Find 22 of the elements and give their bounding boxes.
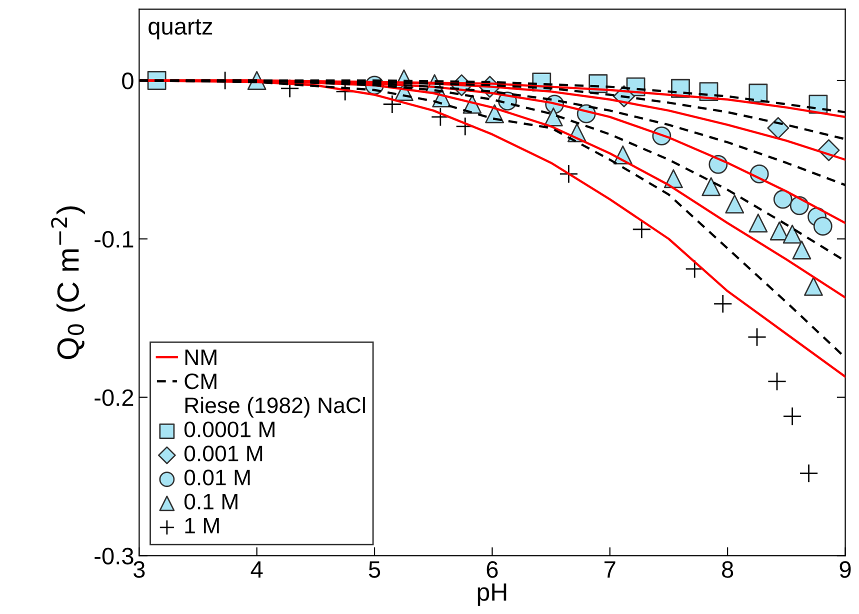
- y-tick-label: -0.3: [94, 548, 134, 564]
- legend-label: 1 M: [185, 518, 219, 534]
- y-axis-title: Q$_{0}$ (C m$^{−2}$): [51, 206, 85, 360]
- x-tick-label: 6: [486, 561, 498, 578]
- x-tick-label: 5: [368, 561, 380, 578]
- legend-label: CM: [184, 373, 216, 390]
- x-tick-label: 8: [722, 561, 734, 578]
- x-tick-label: 9: [840, 561, 851, 578]
- legend-label: 0.1 M: [184, 494, 238, 510]
- x-axis-title: pH: [478, 583, 506, 606]
- x-tick-label: 7: [604, 561, 616, 578]
- annotation: quartz: [148, 19, 212, 40]
- y-tick-label: 0: [122, 72, 134, 90]
- x-tick-label: 4: [250, 561, 263, 578]
- legend-label: NM: [185, 350, 216, 365]
- legend-label: 0.0001 M: [184, 422, 274, 438]
- y-tick-label: -0.2: [94, 389, 134, 406]
- legend-label: 0.01 M: [184, 470, 250, 486]
- y-tick-label: -0.1: [94, 230, 134, 248]
- x-tick-label: 3: [133, 561, 145, 578]
- legend-title: Riese (1982) NaCl: [185, 396, 365, 418]
- legend-label: 0.001 M: [184, 446, 262, 462]
